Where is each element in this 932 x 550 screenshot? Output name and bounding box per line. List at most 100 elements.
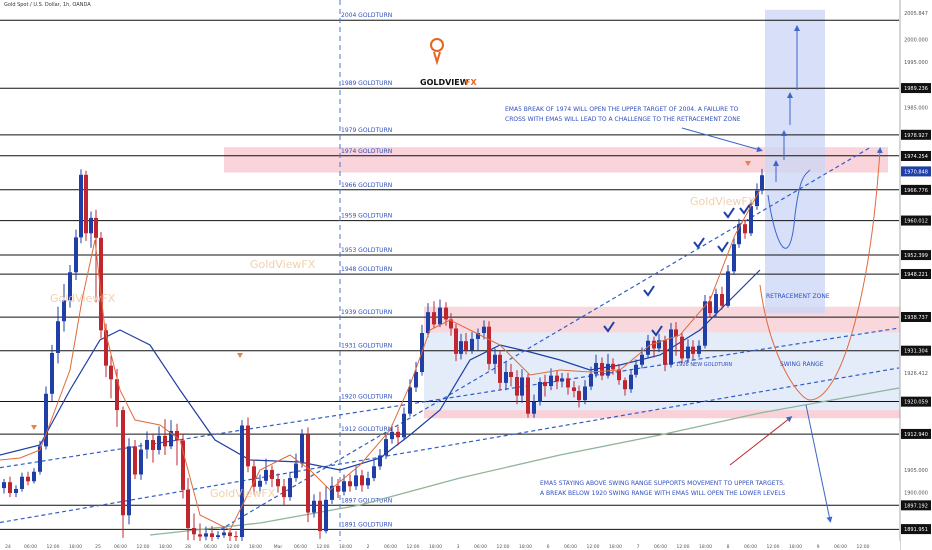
- signal-triangle: [31, 425, 37, 430]
- price-tag: [901, 500, 931, 511]
- time-axis-label: 06:00: [744, 544, 757, 550]
- candle-body: [444, 307, 448, 320]
- price-axis-label: 1891.951: [904, 527, 928, 533]
- candle-body: [669, 329, 673, 365]
- time-axis-label: 7: [637, 544, 640, 550]
- candle-body: [342, 481, 346, 492]
- candle-body: [526, 377, 530, 414]
- candle-body: [520, 377, 524, 396]
- brand-watermark: GoldViewFX: [50, 292, 116, 305]
- time-axis-label: 18:00: [789, 544, 802, 550]
- candle-body: [589, 373, 593, 387]
- candle-body: [449, 319, 453, 329]
- price-tag: [901, 129, 931, 140]
- candle-body: [26, 476, 30, 482]
- candle-body: [606, 363, 610, 376]
- price-tag: [901, 83, 931, 94]
- logo-icon: [430, 38, 444, 52]
- price-tag-current: [901, 166, 931, 177]
- candle-body: [493, 354, 497, 364]
- candle-body: [708, 301, 712, 314]
- candle-body: [572, 387, 576, 392]
- zone-1920-floor: [424, 410, 900, 419]
- price-axis-label: 1926.412: [904, 371, 928, 377]
- target-projection-zone: [765, 9, 825, 314]
- candle-body: [300, 434, 304, 464]
- time-axis-label: 06:00: [654, 544, 667, 550]
- candle-body: [372, 466, 376, 479]
- check-mark: [723, 207, 735, 219]
- price-axis-label: 1995.000: [904, 60, 928, 66]
- goldturn-label: 1939 GOLDTURN: [341, 309, 392, 316]
- time-axis-label: 12:00: [767, 544, 780, 550]
- time-axis-label: 2: [367, 544, 370, 550]
- price-axis-label: 1952.399: [904, 253, 928, 259]
- candle-body: [438, 307, 442, 325]
- logo-pin-icon: [433, 51, 441, 66]
- candle-body: [737, 224, 741, 245]
- time-axis-label: Mar: [274, 544, 283, 550]
- candle-body: [246, 425, 250, 467]
- price-tag: [901, 268, 931, 279]
- goldturn-label: 1953 GOLDTURN: [341, 247, 392, 254]
- candle-body: [470, 338, 474, 351]
- time-axis-label: 12:00: [497, 544, 510, 550]
- signal-triangle: [745, 161, 751, 166]
- candle-body: [504, 372, 508, 383]
- note-bottom-line-1: EMA5 STAYING ABOVE SWING RANGE SUPPORTS …: [540, 480, 785, 487]
- candle-body: [657, 340, 661, 349]
- candle-body: [336, 485, 340, 492]
- candle-body: [697, 345, 701, 354]
- goldturn-label: 1974 GOLDTURN: [341, 148, 392, 155]
- candle-body: [743, 224, 747, 234]
- candle-body: [127, 446, 131, 516]
- channel-line-lower: [0, 327, 900, 469]
- candle-body: [560, 378, 564, 382]
- candle-body: [611, 363, 615, 370]
- time-axis-label: 18:00: [69, 544, 82, 550]
- candle-body: [402, 413, 406, 438]
- time-axis-label: 12:00: [587, 544, 600, 550]
- candle-body: [62, 300, 66, 322]
- time-axis-label: 18:00: [519, 544, 532, 550]
- candle-body: [426, 312, 430, 334]
- candle-body: [50, 352, 54, 394]
- time-axis-label: 18:00: [429, 544, 442, 550]
- candle-body: [384, 439, 388, 456]
- candle-body: [222, 532, 226, 536]
- candle-body: [175, 430, 179, 441]
- candle-body: [720, 294, 724, 306]
- candle-body: [432, 312, 436, 325]
- goldturn-label: 1912 GOLDTURN: [341, 426, 392, 433]
- candle-body: [240, 425, 244, 538]
- candle-body: [634, 364, 638, 375]
- price-axis-label: 1978.927: [904, 133, 928, 139]
- candle-body: [652, 340, 656, 349]
- time-axis-label: 06:00: [564, 544, 577, 550]
- time-axis-label: 06:00: [24, 544, 37, 550]
- check-mark: [739, 203, 751, 215]
- time-axis-label: 06:00: [474, 544, 487, 550]
- logo-text: GOLDVIEW: [420, 78, 469, 87]
- candle-body: [258, 480, 262, 487]
- candle-body: [755, 190, 759, 207]
- price-tag: [901, 396, 931, 407]
- candle-body: [282, 486, 286, 498]
- candle-body: [104, 330, 108, 366]
- candle-body: [749, 206, 753, 234]
- logo-suffix: FX: [465, 78, 477, 87]
- time-axis-label: 12:00: [317, 544, 330, 550]
- goldturn-label: 1897 GOLDTURN: [341, 497, 392, 504]
- note-pointer-bottom: [729, 416, 793, 466]
- time-axis-label: 6: [547, 544, 550, 550]
- goldturn-label: 1891 GOLDTURN: [341, 521, 392, 528]
- price-axis-label: 1989.236: [904, 86, 928, 92]
- candle-body: [594, 362, 598, 374]
- candle-body: [543, 381, 547, 387]
- time-axis-label: 06:00: [204, 544, 217, 550]
- candle-body: [139, 449, 143, 475]
- price-axis-label: 1960.012: [904, 219, 928, 225]
- time-axis-label: 06:00: [114, 544, 127, 550]
- candle-body: [2, 482, 6, 489]
